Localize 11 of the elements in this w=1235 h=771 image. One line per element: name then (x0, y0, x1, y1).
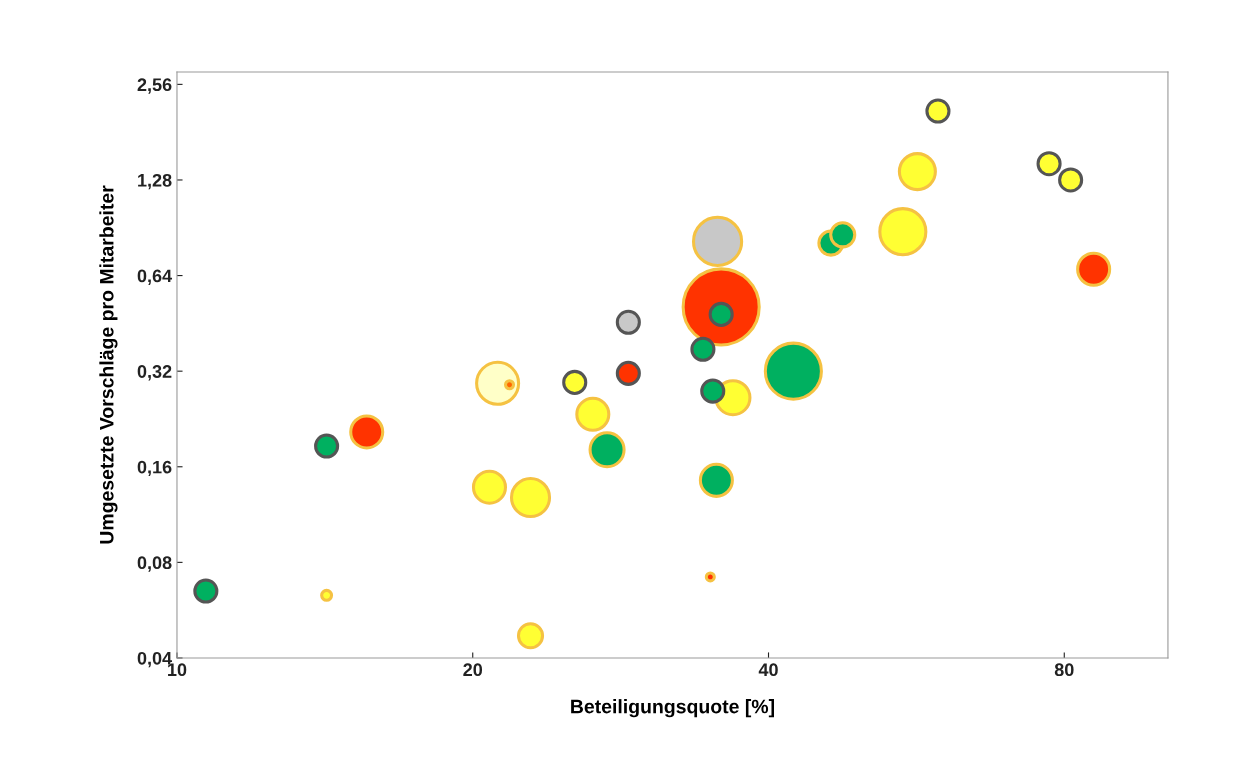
y-tick-label: 1,28 (138, 173, 172, 190)
y-axis-title: Umgesetzte Vorschläge pro Mitarbeiter (99, 185, 118, 544)
x-tick-label: 80 (1054, 663, 1074, 677)
y-tick-label: 0,32 (137, 365, 172, 381)
x-tick-label: 20 (463, 663, 483, 677)
y-tick-label: 0,08 (137, 556, 172, 572)
x-tick-label: 40 (758, 663, 778, 677)
x-axis-title: Beteiligungsquote [%] (571, 699, 774, 718)
y-tick-label: 2,56 (137, 78, 172, 94)
y-tick-label: 0,64 (137, 269, 173, 285)
y-tick-label: 0,16 (137, 460, 172, 477)
